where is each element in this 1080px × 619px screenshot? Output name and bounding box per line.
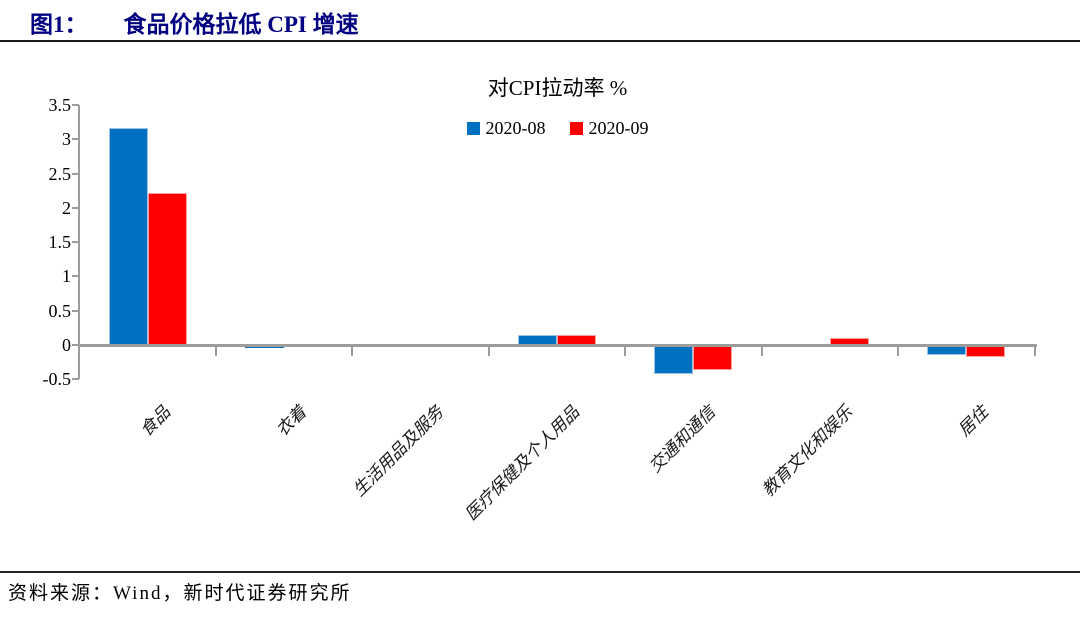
y-axis-tick [71,138,79,141]
y-axis-tick-label: 2 [62,197,71,218]
legend-item-2020-09: 2020-09 [569,118,649,139]
y-axis-tick [71,344,79,346]
chart-legend: 2020-08 2020-09 [80,118,1035,139]
y-axis-tick [71,104,79,106]
legend-label: 2020-09 [588,118,649,138]
y-axis-tick [71,275,79,278]
y-axis-tick [71,378,79,381]
legend-swatch-icon [466,122,480,135]
y-axis-tick-label: 2.5 [48,163,72,184]
bar-2020-09-食品 [147,192,187,345]
x-axis-category-label: 食品 [136,402,174,441]
y-axis-tick-label: -0.5 [42,369,72,390]
y-axis-tick-label: 1.5 [48,232,72,253]
figure-number-label: 图1： [30,12,88,37]
x-axis-line [79,343,1037,347]
y-axis-tick-label: 0.5 [48,300,72,321]
y-axis-tick-label: 1 [62,266,71,287]
bar-2020-08-食品 [108,128,148,345]
y-axis-tick [71,241,79,244]
bar-2020-09-交通和通信 [693,345,733,371]
x-axis-category-label: 居住 [954,402,993,441]
x-axis-category-label: 医疗保健及个人用品 [461,402,583,525]
legend-swatch-icon [569,122,583,135]
figure-title: 食品价格拉低 CPI 增速 [123,12,359,37]
bar-2020-08-交通和通信 [654,345,694,374]
x-axis-tick [351,346,354,356]
y-axis-tick [71,206,79,209]
chart-title: 对CPI拉动率 % [487,76,628,100]
bar-2020-09-居住 [966,345,1006,358]
x-axis-tick [487,346,490,356]
x-axis-tick [760,346,763,356]
x-axis-tick [214,346,217,356]
footer-divider [0,571,1080,573]
y-axis-line [77,105,80,380]
legend-label: 2020-08 [485,118,546,138]
figure-header: 图1： 食品价格拉低 CPI 增速 [30,5,359,39]
x-axis-tick [897,346,900,356]
y-axis-tick-label: 3 [62,129,71,150]
x-axis-category-label: 交通和通信 [645,402,720,477]
header-divider [0,40,1080,42]
legend-item-2020-08: 2020-08 [466,118,546,139]
x-axis-tick [624,346,627,356]
source-note: 资料来源：Wind，新时代证券研究所 [8,583,352,604]
y-axis-tick [71,309,79,312]
y-axis-tick-label: 0 [62,335,71,355]
bar-2020-08-居住 [927,345,967,356]
y-axis-tick-label: 3.5 [48,95,72,115]
x-axis-category-label: 教育文化和娱乐 [758,402,856,501]
x-axis-category-label: 生活用品及服务 [348,402,447,501]
y-axis-tick [71,172,79,175]
x-axis-tick [1033,346,1036,356]
x-axis-category-label: 衣着 [272,402,311,441]
